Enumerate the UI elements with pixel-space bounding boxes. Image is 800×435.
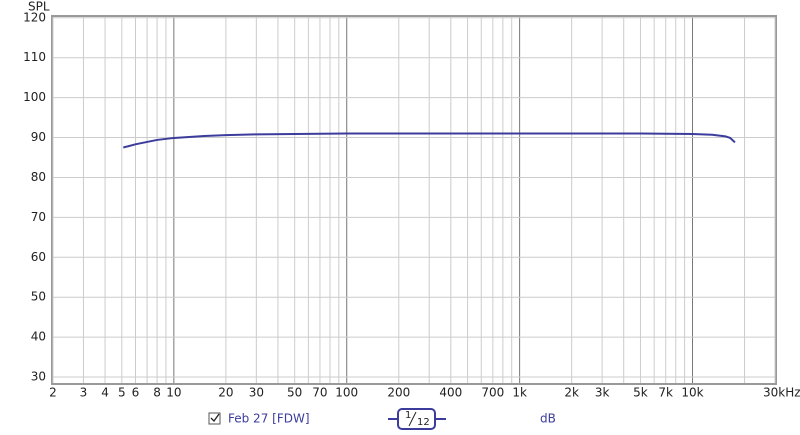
x-tick-label: 10k	[681, 386, 703, 400]
y-tick-label: 60	[31, 250, 46, 264]
smoothing-numerator: 1	[405, 410, 411, 421]
x-tick-label: 200	[387, 386, 410, 400]
y-tick-label: 110	[23, 50, 46, 64]
x-tick-label: 1k	[512, 386, 527, 400]
unit-label[interactable]: dB	[540, 412, 556, 426]
x-tick-label: 400	[439, 386, 462, 400]
y-tick-label: 100	[23, 90, 46, 104]
x-tick-label: 6	[132, 386, 140, 400]
x-tick-label: 70	[312, 386, 327, 400]
x-tick-label: 50	[287, 386, 302, 400]
x-tick-label: 30	[249, 386, 264, 400]
smoothing-denominator: 12	[417, 417, 430, 428]
fraction-slash	[408, 411, 417, 427]
y-tick-label: 120	[23, 10, 46, 24]
y-tick-label: 50	[31, 290, 46, 304]
y-tick-label: 40	[31, 330, 46, 344]
x-tick-label: 2k	[564, 386, 579, 400]
legend-label[interactable]: Feb 27 [FDW]	[228, 412, 310, 426]
x-tick-label: 700	[481, 386, 504, 400]
x-tick-label: 5	[118, 386, 126, 400]
series-line	[123, 132, 736, 149]
plot-frame	[51, 15, 777, 385]
y-tick-label: 80	[31, 170, 46, 184]
smoothing-box[interactable]	[397, 408, 436, 430]
y-axis-label: SPL	[28, 0, 50, 14]
x-tick-label: 10	[166, 386, 181, 400]
smoothing-control[interactable]: 1 12	[388, 408, 446, 430]
x-tick-label: 20	[218, 386, 233, 400]
x-tick-label: 30kHz	[763, 386, 800, 400]
y-tick-label: 90	[31, 130, 46, 144]
x-tick-label: 7k	[658, 386, 673, 400]
x-tick-label: 2	[49, 386, 57, 400]
x-tick-label: 3k	[595, 386, 610, 400]
y-tick-label: 70	[31, 210, 46, 224]
check-mark	[210, 413, 220, 423]
x-tick-label: 4	[101, 386, 109, 400]
x-tick-label: 3	[80, 386, 88, 400]
y-tick-label: 30	[31, 370, 46, 384]
legend[interactable]: Feb 27 [FDW]	[208, 412, 310, 426]
x-tick-label: 8	[153, 386, 161, 400]
x-tick-label: 5k	[633, 386, 648, 400]
legend-checkbox[interactable]	[208, 412, 221, 425]
x-tick-label: 100	[335, 386, 358, 400]
